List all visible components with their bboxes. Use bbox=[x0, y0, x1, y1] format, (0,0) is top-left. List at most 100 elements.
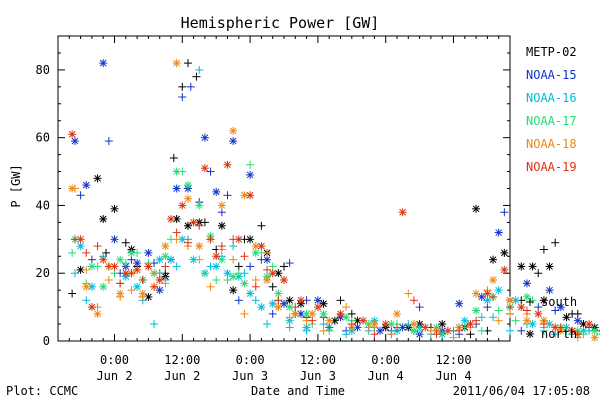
metp-02-south-point bbox=[169, 154, 178, 162]
noaa-19-south-point bbox=[251, 282, 260, 291]
noaa-18-south-point bbox=[494, 316, 503, 325]
x-tick-label-time: 12:00 bbox=[164, 353, 200, 367]
noaa-19-north-point bbox=[313, 303, 322, 312]
noaa-15-north-point bbox=[455, 299, 464, 308]
legend-marker-south: south bbox=[541, 295, 577, 309]
metp-02-south-point bbox=[466, 330, 475, 339]
noaa-17-south-point bbox=[494, 306, 503, 315]
noaa-19-north-point bbox=[212, 252, 221, 261]
noaa-19-north-point bbox=[110, 262, 119, 271]
noaa-18-north-point bbox=[138, 289, 147, 298]
noaa-19-north-point bbox=[268, 269, 277, 278]
noaa-16-south-point bbox=[506, 326, 514, 335]
noaa-19-north-point bbox=[443, 326, 452, 335]
noaa-16-south-point bbox=[70, 269, 79, 278]
noaa-15-north-point bbox=[82, 181, 91, 190]
noaa-18-south-point bbox=[251, 276, 260, 284]
noaa-18-south-point bbox=[229, 255, 238, 264]
metp-02-south-point bbox=[280, 262, 288, 271]
x-tick-label-date: Jun 2 bbox=[96, 369, 132, 383]
x-axis-label: Date and Time bbox=[251, 384, 345, 398]
noaa-19-south-point bbox=[308, 316, 317, 325]
x-tick-label-date: Jun 3 bbox=[232, 369, 268, 383]
noaa-15-south-point bbox=[517, 326, 526, 335]
legend-plus-marker bbox=[526, 298, 534, 306]
noaa-16-north-point bbox=[167, 255, 175, 264]
noaa-15-north-point bbox=[280, 299, 288, 308]
noaa-18-north-point bbox=[308, 309, 317, 318]
noaa-15-north-point bbox=[212, 187, 221, 196]
noaa-19-north-point bbox=[466, 320, 475, 329]
metp-02-south-point bbox=[551, 238, 560, 247]
noaa-16-north-point bbox=[494, 286, 503, 295]
noaa-17-north-point bbox=[319, 309, 328, 318]
noaa-15-north-point bbox=[144, 248, 153, 257]
noaa-16-north-point bbox=[155, 255, 164, 264]
noaa-15-south-point bbox=[186, 82, 195, 91]
noaa-19-south-point bbox=[93, 242, 102, 251]
noaa-18-south-point bbox=[387, 330, 396, 339]
noaa-19-north-point bbox=[585, 320, 594, 329]
x-tick-label-time: 0:00 bbox=[371, 353, 400, 367]
noaa-18-north-point bbox=[489, 276, 498, 284]
noaa-19-south-point bbox=[82, 248, 91, 257]
x-tick-label-time: 12:00 bbox=[300, 353, 336, 367]
noaa-19-south-point bbox=[472, 316, 481, 325]
noaa-19-south-point bbox=[370, 330, 379, 339]
noaa-16-north-point bbox=[223, 269, 232, 278]
noaa-19-north-point bbox=[551, 323, 560, 332]
noaa-18-north-point bbox=[409, 320, 418, 329]
metp-02-south-point bbox=[234, 262, 243, 271]
metp-02-north-point bbox=[246, 235, 255, 244]
noaa-19-north-point bbox=[76, 235, 85, 244]
plot-frame bbox=[57, 35, 511, 342]
legend-star-marker bbox=[526, 330, 534, 338]
noaa-18-south-point bbox=[364, 323, 373, 332]
y-tick-label: 40 bbox=[36, 198, 50, 212]
noaa-15-north-point bbox=[556, 303, 565, 312]
noaa-18-south-point bbox=[206, 282, 215, 291]
metp-02-south-point bbox=[121, 238, 130, 247]
noaa-19-north-point bbox=[200, 164, 209, 173]
noaa-18-south-point bbox=[104, 276, 113, 284]
noaa-18-north-point bbox=[161, 242, 170, 251]
noaa-17-south-point bbox=[68, 248, 77, 257]
legend: METP-02 NOAA-15 NOAA-16 NOAA-17 NOAA-18 NOAA-… bbox=[526, 45, 577, 341]
noaa-15-south-point bbox=[104, 137, 113, 146]
noaa-17-north-point bbox=[472, 306, 481, 315]
noaa-16-south-point bbox=[150, 320, 159, 329]
noaa-15-north-point bbox=[545, 286, 554, 295]
metp-02-north-point bbox=[285, 296, 294, 305]
noaa-19-north-point bbox=[517, 303, 526, 312]
noaa-15-north-point bbox=[155, 286, 164, 295]
noaa-19-south-point bbox=[432, 330, 441, 339]
noaa-19-south-point bbox=[573, 330, 582, 339]
noaa-19-north-point bbox=[167, 215, 175, 223]
noaa-17-north-point bbox=[127, 248, 136, 257]
metp-02-north-point bbox=[489, 255, 498, 264]
noaa-16-south-point bbox=[251, 296, 260, 305]
noaa-19-south-point bbox=[393, 323, 401, 332]
noaa-17-south-point bbox=[234, 269, 243, 278]
noaa-19-north-point bbox=[280, 276, 288, 284]
noaa-19-north-point bbox=[257, 242, 266, 251]
metp-02-south-point bbox=[539, 245, 548, 254]
noaa-19-north-point bbox=[336, 309, 345, 318]
noaa-16-north-point bbox=[246, 289, 255, 298]
noaa-19-north-point bbox=[87, 303, 96, 312]
metp-02-north-point bbox=[144, 292, 153, 301]
noaa-19-north-point bbox=[121, 269, 130, 278]
noaa-16-south-point bbox=[489, 313, 498, 322]
noaa-18-south-point bbox=[172, 235, 181, 244]
noaa-18-south-point bbox=[195, 255, 204, 264]
noaa-16-north-point bbox=[212, 262, 221, 271]
noaa-19-south-point bbox=[195, 221, 204, 230]
noaa-16-south-point bbox=[263, 320, 272, 329]
noaa-19-south-point bbox=[263, 265, 272, 274]
noaa-15-north-point bbox=[200, 133, 209, 142]
noaa-16-north-point bbox=[460, 316, 469, 325]
noaa-19-south-point bbox=[274, 296, 283, 305]
noaa-17-north-point bbox=[217, 255, 226, 264]
noaa-18-south-point bbox=[404, 289, 413, 298]
noaa-17-north-point bbox=[161, 252, 170, 261]
